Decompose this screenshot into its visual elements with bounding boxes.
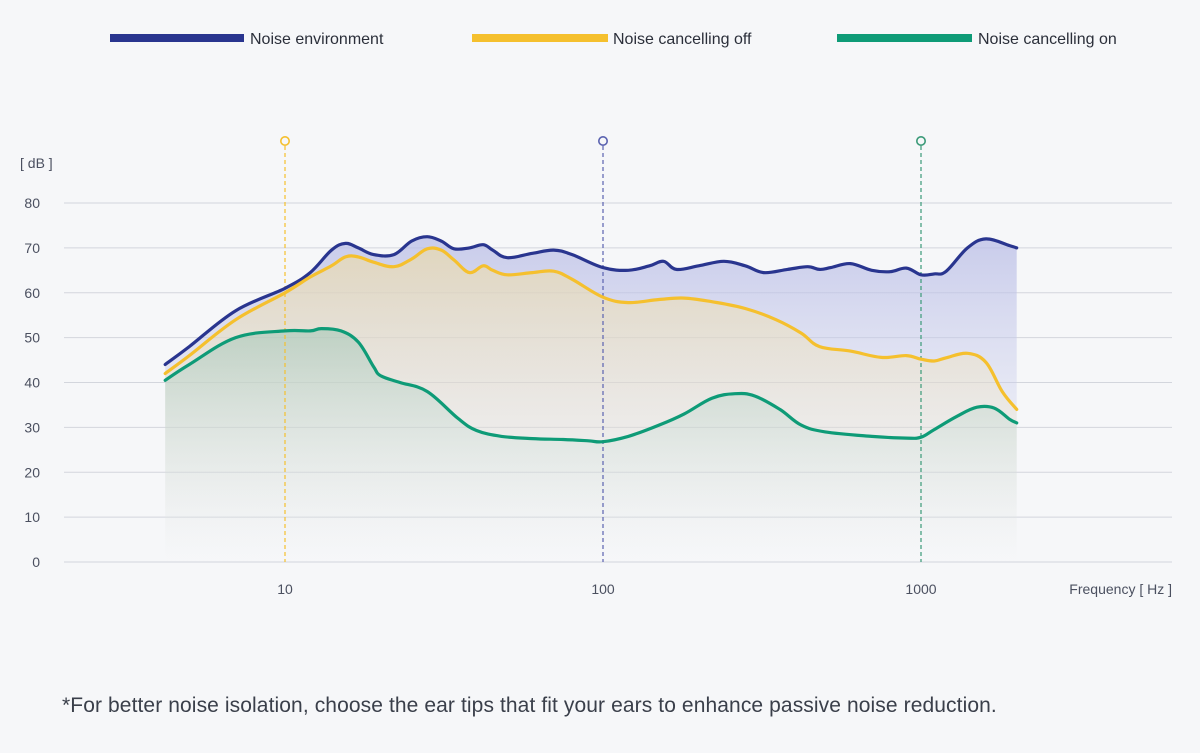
y-tick-label-70: 70 bbox=[24, 240, 40, 256]
series-lines bbox=[163, 235, 1019, 444]
y-axis-unit-label: [ dB ] bbox=[20, 155, 53, 171]
legend-label-noise-environment: Noise environment bbox=[250, 31, 384, 48]
y-axis-ticks: 0 10 20 30 40 50 60 70 80 bbox=[24, 195, 40, 570]
legend-swatch-noise-cancelling-off bbox=[472, 34, 608, 42]
x-axis-title: Frequency [ Hz ] bbox=[1069, 581, 1172, 597]
noise-chart: Noise environment Noise cancelling off N… bbox=[20, 31, 1172, 597]
legend: Noise environment Noise cancelling off N… bbox=[110, 31, 1117, 48]
area-noise-cancelling-on bbox=[165, 328, 1017, 562]
line-noise-cancelling-on bbox=[163, 326, 1019, 444]
x-tick-label-10: 10 bbox=[277, 581, 293, 597]
y-tick-label-0: 0 bbox=[32, 554, 40, 570]
y-tick-label-20: 20 bbox=[24, 464, 40, 480]
y-tick-label-40: 40 bbox=[24, 375, 40, 391]
marker-dot-100 bbox=[597, 136, 608, 147]
series-areas bbox=[165, 236, 1017, 562]
marker-dot-10 bbox=[279, 136, 290, 147]
frequency-markers bbox=[279, 136, 926, 562]
x-axis-ticks: 10 100 1000 bbox=[277, 581, 937, 597]
x-tick-label-100: 100 bbox=[591, 581, 615, 597]
x-tick-label-1000: 1000 bbox=[905, 581, 936, 597]
y-tick-label-10: 10 bbox=[24, 509, 40, 525]
footnote: *For better noise isolation, choose the … bbox=[62, 694, 997, 717]
legend-swatch-noise-cancelling-on bbox=[837, 34, 972, 42]
legend-label-noise-cancelling-off: Noise cancelling off bbox=[613, 31, 752, 48]
y-tick-label-80: 80 bbox=[24, 195, 40, 211]
marker-dot-1000 bbox=[915, 136, 926, 147]
legend-swatch-noise-environment bbox=[110, 34, 244, 42]
y-tick-label-60: 60 bbox=[24, 285, 40, 301]
y-tick-label-50: 50 bbox=[24, 330, 40, 346]
line-noise-environment bbox=[163, 235, 1019, 367]
legend-item-noise-cancelling-on: Noise cancelling on bbox=[837, 31, 1117, 48]
legend-item-noise-environment: Noise environment bbox=[110, 31, 384, 48]
legend-item-noise-cancelling-off: Noise cancelling off bbox=[472, 31, 752, 48]
legend-label-noise-cancelling-on: Noise cancelling on bbox=[978, 31, 1117, 48]
line-noise-cancelling-off bbox=[163, 246, 1019, 411]
y-tick-label-30: 30 bbox=[24, 419, 40, 435]
